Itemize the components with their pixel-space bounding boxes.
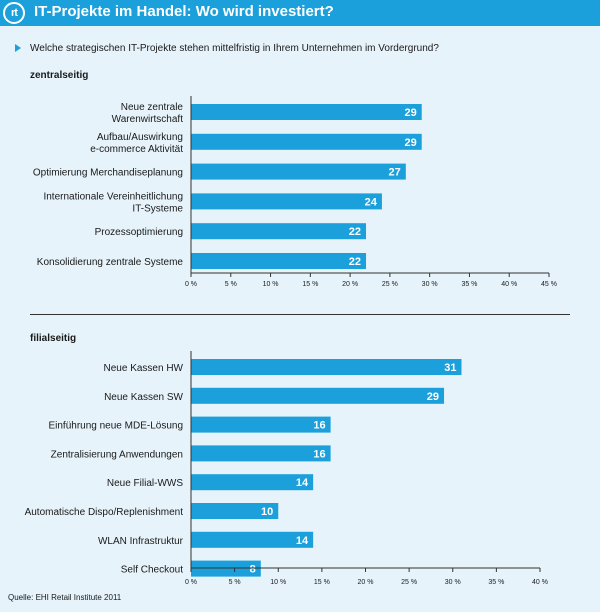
category-label: IT-Systeme (132, 203, 183, 214)
bar (191, 253, 367, 269)
x-tick-label: 15 % (314, 579, 330, 586)
category-label: e-commerce Aktivität (90, 144, 183, 155)
data-label: 29 (404, 137, 416, 149)
bar (191, 445, 331, 462)
bar (191, 531, 314, 548)
x-tick-label: 10 % (270, 579, 286, 586)
data-label: 22 (349, 256, 361, 268)
category-label: Neue zentrale (121, 102, 184, 113)
data-label: 22 (349, 226, 361, 238)
bar (191, 104, 422, 120)
x-tick-label: 40 % (501, 281, 517, 288)
data-label: 29 (404, 107, 416, 119)
rt-logo-icon: rt (3, 2, 25, 24)
survey-question: Welche strategischen IT-Projekte stehen … (30, 43, 439, 54)
category-label: Konsolidierung zentrale Systeme (37, 257, 184, 268)
x-tick-label: 35 % (461, 281, 477, 288)
bar (191, 416, 331, 433)
data-label: 14 (296, 535, 309, 547)
source-note: Quelle: EHI Retail Institute 2011 (8, 593, 122, 602)
data-label: 31 (444, 362, 456, 374)
category-label: Prozessoptimierung (95, 227, 183, 238)
x-tick-label: 25 % (382, 281, 398, 288)
bar (191, 223, 367, 240)
x-tick-label: 0 % (185, 281, 197, 288)
data-label: 16 (313, 420, 325, 432)
category-label: Aufbau/Auswirkung (97, 132, 183, 143)
x-tick-label: 10 % (263, 281, 279, 288)
bar (191, 193, 382, 210)
data-label: 14 (296, 477, 309, 489)
category-label: Optimierung Merchandiseplanung (33, 168, 183, 179)
category-label: Einführung neue MDE-Lösung (48, 421, 183, 432)
x-tick-label: 30 % (422, 281, 438, 288)
bar (191, 503, 279, 519)
category-label: Zentralisierung Anwendungen (51, 449, 183, 460)
x-tick-label: 30 % (445, 579, 461, 586)
x-tick-label: 35 % (488, 579, 504, 586)
bar (191, 359, 462, 375)
bar (191, 474, 314, 491)
x-tick-label: 25 % (401, 579, 417, 586)
bar-chart-filialseitig: 31 Neue Kassen HW 29 Neue Kassen SW 16 Einfüh… (25, 351, 548, 586)
x-tick-label: 5 % (225, 281, 237, 288)
x-tick-label: 40 % (532, 579, 548, 586)
x-tick-label: 15 % (302, 281, 318, 288)
chart-title-zentralseitig: zentralseitig (30, 70, 89, 81)
data-label: 27 (389, 167, 401, 179)
bar (191, 163, 406, 180)
data-label: 16 (313, 448, 325, 460)
data-label: 29 (427, 391, 439, 403)
x-tick-label: 20 % (342, 281, 358, 288)
x-tick-label: 20 % (358, 579, 374, 586)
data-label: 24 (365, 196, 378, 208)
data-label: 10 (261, 506, 273, 518)
data-label: 8 (250, 564, 256, 576)
category-label: Neue Filial-WWS (107, 478, 183, 489)
chart-title-filialseitig: filialseitig (30, 333, 77, 344)
page-title: IT-Projekte im Handel: Wo wird investier… (34, 3, 334, 20)
category-label: Warenwirtschaft (112, 114, 184, 125)
x-tick-label: 45 % (541, 281, 557, 288)
x-tick-label: 0 % (185, 579, 197, 586)
section-divider (30, 314, 570, 315)
category-label: Automatische Dispo/Replenishment (25, 507, 184, 518)
category-label: Internationale Vereinheitlichung (43, 191, 183, 202)
header-bar: rt IT-Projekte im Handel: Wo wird invest… (0, 0, 600, 26)
category-label: Neue Kassen SW (104, 392, 183, 403)
category-label: Neue Kassen HW (104, 363, 184, 374)
bar (191, 560, 261, 577)
bullet-arrow-icon (15, 44, 21, 52)
bar (191, 133, 422, 150)
x-tick-label: 5 % (229, 579, 241, 586)
category-label: WLAN Infrastruktur (98, 536, 184, 547)
category-label: Self Checkout (121, 565, 183, 576)
bar (191, 387, 445, 404)
